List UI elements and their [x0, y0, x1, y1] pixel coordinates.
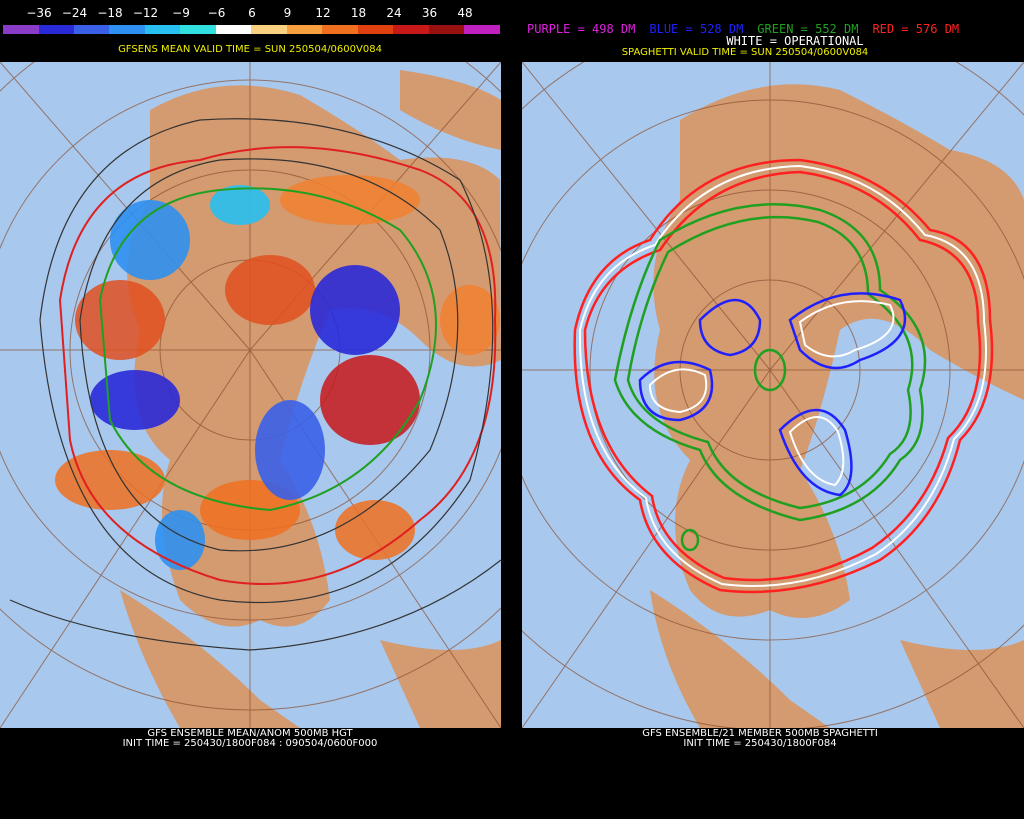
legend-entry: PURPLE = 498 DM	[527, 22, 635, 36]
colorbar-label: 12	[315, 6, 330, 20]
operational-label: WHITE = OPERATIONAL	[726, 34, 863, 48]
legend-entry: BLUE = 528 DM	[649, 22, 743, 36]
colorbar	[3, 25, 500, 34]
colorbar-label: 24	[386, 6, 401, 20]
colorbar-label: 9	[284, 6, 292, 20]
colorbar-label: −36	[26, 6, 51, 20]
colorbar-label: 48	[457, 6, 472, 20]
left-title: GFSENS MEAN VALID TIME = SUN 250504/0600…	[118, 44, 382, 55]
right-title: SPAGHETTI VALID TIME = SUN 250504/0600V0…	[622, 47, 869, 58]
right-footer-1: GFS ENSEMBLE/21 MEMBER 500MB SPAGHETTI	[642, 728, 878, 739]
legend-entry: RED = 576 DM	[872, 22, 959, 36]
right-map	[522, 62, 1024, 728]
left-map	[0, 62, 501, 728]
left-footer-1: GFS ENSEMBLE MEAN/ANOM 500MB HGT	[147, 728, 353, 739]
colorbar-label: −6	[208, 6, 226, 20]
colorbar-label: −12	[133, 6, 158, 20]
legend-entry: GREEN = 552 DM	[757, 22, 858, 36]
legend: PURPLE = 498 DM BLUE = 528 DM GREEN = 552 …	[527, 22, 959, 36]
colorbar-label: −24	[62, 6, 87, 20]
colorbar-label: 36	[422, 6, 437, 20]
left-footer-2: INIT TIME = 250430/1800F084 : 090504/060…	[123, 738, 378, 749]
right-footer-2: INIT TIME = 250430/1800F084	[683, 738, 836, 749]
colorbar-label: −18	[97, 6, 122, 20]
colorbar-label: 6	[248, 6, 256, 20]
colorbar-label: 18	[351, 6, 366, 20]
colorbar-label: −9	[172, 6, 190, 20]
